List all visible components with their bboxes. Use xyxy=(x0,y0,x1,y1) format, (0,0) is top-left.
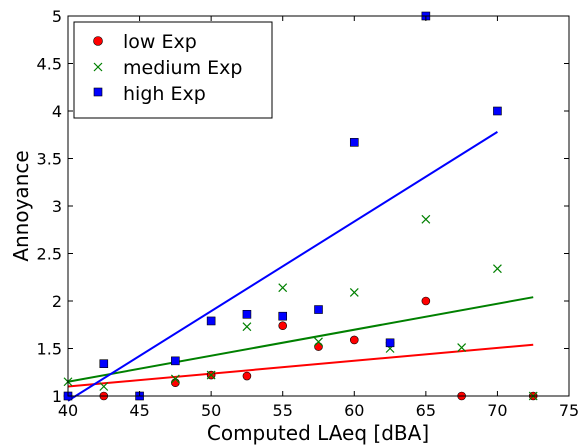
point-medium-exp xyxy=(242,322,252,332)
point-medium-exp xyxy=(314,337,323,347)
point-medium-exp xyxy=(349,288,359,297)
point-high-exp xyxy=(171,356,180,366)
fit-line-medium-exp xyxy=(67,296,534,383)
point-low-exp xyxy=(242,371,252,381)
y-tick-label: 4.5 xyxy=(37,55,62,74)
x-axis-title: Computed LAeq [dBA] xyxy=(207,421,429,445)
fit-line-low-exp xyxy=(67,343,534,388)
point-high-exp xyxy=(385,338,395,348)
y-tick-label: 1 xyxy=(52,387,62,406)
x-tick-label: 65 xyxy=(416,401,436,420)
legend-box xyxy=(73,21,273,119)
x-tick-label: 70 xyxy=(487,401,507,420)
point-medium-exp xyxy=(421,214,431,224)
y-tick-label: 3 xyxy=(52,197,62,216)
point-medium-exp xyxy=(457,343,467,352)
point-medium-exp xyxy=(278,283,288,293)
point-high-exp xyxy=(314,305,323,314)
y-tick-label: 3.5 xyxy=(37,150,62,169)
fit-line-high-exp xyxy=(67,131,498,402)
y-tick-label: 2 xyxy=(52,292,62,311)
point-medium-exp xyxy=(206,370,216,380)
point-low-exp xyxy=(349,335,359,345)
point-high-exp xyxy=(493,106,502,116)
point-low-exp xyxy=(278,321,288,331)
legend-label-high-exp: high Exp xyxy=(123,83,206,105)
point-high-exp xyxy=(206,316,216,326)
point-medium-exp xyxy=(99,382,109,391)
y-tick-label: 1.5 xyxy=(37,340,62,359)
point-high-exp xyxy=(349,138,359,147)
legend-marker-low-exp xyxy=(93,36,103,46)
point-low-exp xyxy=(171,378,180,388)
legend-marker-high-exp xyxy=(93,87,103,97)
y-tick-label: 2.5 xyxy=(37,245,62,264)
point-high-exp xyxy=(242,309,252,319)
point-high-exp xyxy=(278,311,288,321)
point-medium-exp xyxy=(493,264,502,274)
point-high-exp xyxy=(99,359,109,369)
point-low-exp xyxy=(421,296,431,306)
legend-label-medium-exp: medium Exp xyxy=(123,57,242,79)
y-axis-title: Annoyance xyxy=(9,150,33,261)
point-low-exp xyxy=(314,342,323,351)
point-medium-exp xyxy=(170,374,180,384)
x-tick-label: 50 xyxy=(201,401,221,420)
legend-marker-medium-exp xyxy=(93,62,103,72)
legend-label-low-exp: low Exp xyxy=(123,31,197,53)
x-tick-label: 40 xyxy=(58,401,78,420)
legend: low Exp medium Exp high Exp xyxy=(73,21,273,119)
x-tick-label: 45 xyxy=(129,401,149,420)
y-tick-label: 5 xyxy=(52,7,62,26)
y-tick-label: 4 xyxy=(52,102,62,121)
x-tick-label: 55 xyxy=(273,401,293,420)
x-tick-label: 75 xyxy=(559,401,579,420)
x-tick-label: 60 xyxy=(344,401,364,420)
